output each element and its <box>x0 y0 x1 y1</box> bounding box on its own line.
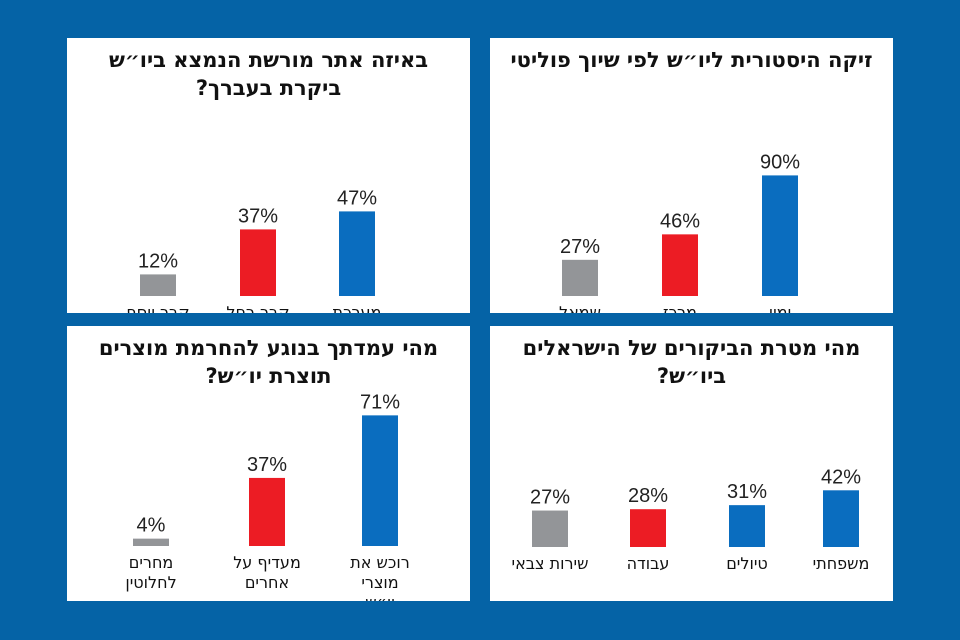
chart-title: מהי מטרת הביקורים של הישראלים ביו״ש? <box>522 336 861 388</box>
category-label: שירות צבאי <box>512 554 589 573</box>
chart-title: זיקה היסטורית ליו״ש לפי שיוך פוליטי <box>510 48 873 72</box>
bar <box>339 211 375 296</box>
chart-title: באיזה אתר מורשת הנמצא ביו״ש ביקרת בעברך? <box>108 48 429 100</box>
bar <box>532 510 568 547</box>
value-label: 46% <box>660 210 700 232</box>
bar <box>762 175 798 296</box>
value-label: 27% <box>530 487 570 509</box>
bar-chart: 42% משפחתי 31% טיולים 28% עבודה 27% שירות צבאי <box>512 466 870 573</box>
bar <box>630 509 666 547</box>
value-label: 31% <box>727 481 767 503</box>
chart-panel-historical-connection: זיקה היסטורית ליו״ש לפי שיוך פוליטי 90% י… <box>490 38 893 313</box>
value-label: 28% <box>628 485 668 507</box>
bar <box>140 274 176 296</box>
bar <box>133 538 169 546</box>
value-label: 12% <box>138 250 178 272</box>
category-label: מערכתהמכפלה <box>327 303 386 313</box>
category-label: קבר רחל <box>226 303 289 313</box>
value-label: 71% <box>360 391 400 413</box>
value-label: 27% <box>560 236 600 258</box>
category-label: קבר יוסף <box>126 303 189 313</box>
chart-panel-heritage-sites: באיזה אתר מורשת הנמצא ביו״ש ביקרת בעברך?… <box>67 38 470 313</box>
value-label: 42% <box>821 466 861 488</box>
category-label: מרכז <box>663 303 697 313</box>
value-label: 37% <box>238 205 278 227</box>
category-label: עבודה <box>627 554 670 573</box>
bar <box>662 234 698 296</box>
category-label: שמאל <box>559 303 601 313</box>
bar-chart: 47% מערכתהמכפלה 37% קבר רחל 12% קבר יוסף <box>126 187 386 313</box>
category-label: ימין <box>769 303 791 313</box>
category-label: טיולים <box>726 554 768 573</box>
value-label: 90% <box>760 151 800 173</box>
category-label: רוכש אתמוצרייו״ש <box>350 553 409 601</box>
bar <box>240 229 276 296</box>
value-label: 37% <box>247 454 287 476</box>
value-label: 4% <box>137 515 166 537</box>
category-label: מחרים לחלוטין <box>125 553 176 592</box>
bar <box>249 477 285 546</box>
bar-chart: 90% ימין 46% מרכז 27% שמאל <box>559 151 800 313</box>
category-label: מעדיף על אחרים <box>233 553 301 592</box>
bar <box>562 259 598 296</box>
bar <box>362 415 398 546</box>
bar <box>823 490 859 547</box>
chart-title: מהי עמדתך בנוגע להחרמת מוצרים תוצרת יו״ש… <box>98 336 439 388</box>
chart-panel-visit-purpose: מהי מטרת הביקורים של הישראלים ביו״ש? 42%… <box>490 326 893 601</box>
chart-panel-boycott-position: מהי עמדתך בנוגע להחרמת מוצרים תוצרת יו״ש… <box>67 326 470 601</box>
category-label: משפחתי <box>813 554 870 573</box>
value-label: 47% <box>337 187 377 209</box>
bar <box>729 505 765 547</box>
